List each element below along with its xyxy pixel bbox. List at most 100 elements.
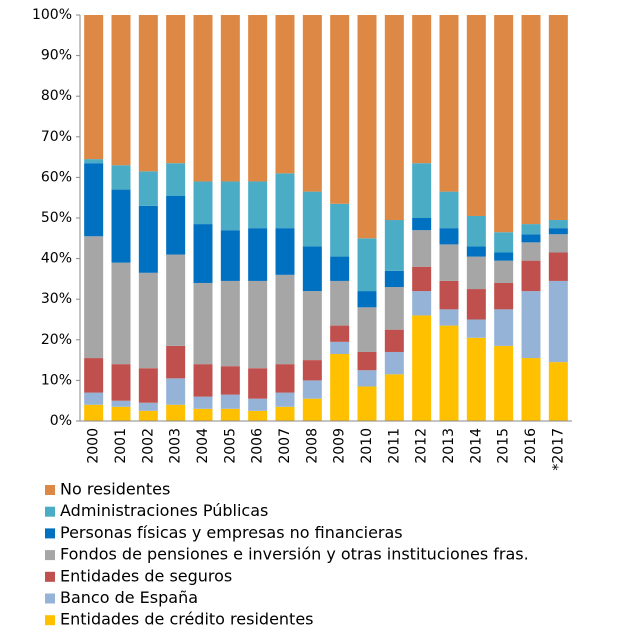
- bar-segment: [193, 282, 213, 365]
- bar-segment: [248, 228, 268, 281]
- bar-segment: [84, 159, 104, 164]
- bar-segment: [166, 254, 186, 346]
- x-tick-label: 2006: [250, 428, 266, 464]
- legend-swatch: [45, 550, 55, 561]
- bar-segment: [166, 195, 186, 255]
- bar-segment: [466, 215, 486, 247]
- bar-segment: [166, 15, 186, 164]
- x-tick-label: 2010: [359, 428, 375, 464]
- bar-segment: [357, 15, 377, 239]
- bar-segment: [302, 398, 322, 421]
- y-tick-label: 90%: [41, 48, 72, 64]
- bar-segment: [275, 392, 295, 407]
- bar-segment: [330, 203, 350, 257]
- bar-segment: [548, 280, 568, 363]
- bar-segment: [384, 220, 404, 271]
- bar-segment: [302, 15, 322, 192]
- bar-segment: [220, 366, 240, 395]
- bar-segment: [521, 242, 541, 261]
- bar-segment: [111, 364, 131, 401]
- bar-segment: [494, 282, 514, 310]
- bar-segment: [357, 351, 377, 371]
- bar-segment: [548, 362, 568, 421]
- bar-segment: [248, 280, 268, 369]
- bar-segment: [439, 191, 459, 229]
- bar-segment: [494, 232, 514, 253]
- y-tick-label: 70%: [41, 129, 72, 145]
- legend-swatch: [45, 593, 55, 604]
- x-tick-label: 2008: [304, 428, 320, 464]
- legend-label: Entidades de seguros: [60, 566, 232, 585]
- bar-segment: [521, 291, 541, 359]
- bar-segment: [275, 15, 295, 174]
- bar-segment: [275, 228, 295, 275]
- bar-segment: [521, 234, 541, 243]
- bar-segment: [84, 163, 104, 237]
- bar-segment: [302, 360, 322, 381]
- y-tick-label: 60%: [41, 169, 72, 185]
- bar-segment: [138, 402, 158, 411]
- bar-segment: [521, 15, 541, 225]
- bar-segment: [521, 224, 541, 235]
- bar-segment: [166, 378, 186, 405]
- bar-segment: [220, 181, 240, 231]
- x-tick-label: 2001: [113, 428, 129, 464]
- bar-segment: [466, 289, 486, 320]
- bar-segment: [220, 15, 240, 182]
- bar-segment: [412, 15, 432, 164]
- bar-segment: [111, 406, 131, 421]
- bar-segment: [111, 165, 131, 190]
- bar-segment: [166, 345, 186, 379]
- bar-segment: [111, 15, 131, 166]
- bar-segment: [412, 291, 432, 316]
- bar-segment: [302, 191, 322, 247]
- bar-segment: [275, 274, 295, 365]
- legend-swatch: [45, 506, 55, 517]
- y-tick-label: 50%: [41, 210, 72, 226]
- bar-segment: [384, 374, 404, 421]
- bar-segment: [357, 386, 377, 421]
- bar-segment: [466, 337, 486, 421]
- bar-segment: [330, 354, 350, 421]
- bar-segment: [84, 358, 104, 393]
- x-tick-label: 2012: [414, 428, 430, 464]
- bar-segment: [193, 224, 213, 283]
- bar-segment: [330, 280, 350, 326]
- bar-segment: [138, 15, 158, 172]
- bar-segment: [248, 181, 268, 229]
- bar-segment: [494, 252, 514, 261]
- bar-segment: [302, 246, 322, 292]
- bar-segment: [357, 370, 377, 387]
- bar-segment: [357, 307, 377, 352]
- x-tick-label: 2003: [168, 428, 184, 464]
- y-tick-label: 10%: [41, 372, 72, 388]
- bar-segment: [357, 291, 377, 308]
- bar-segment: [384, 15, 404, 221]
- legend-label: Banco de España: [60, 588, 198, 607]
- legend-swatch: [45, 615, 55, 626]
- x-tick-label: 2004: [195, 428, 211, 464]
- bar-segment: [193, 15, 213, 182]
- bar-segment: [384, 287, 404, 330]
- bar-segment: [248, 410, 268, 421]
- bar-segment: [138, 410, 158, 421]
- bar-segment: [248, 15, 268, 182]
- bar-segment: [466, 256, 486, 290]
- legend-swatch: [45, 528, 55, 539]
- bar-segment: [330, 325, 350, 342]
- bar-segment: [466, 246, 486, 257]
- x-tick-label: 2005: [222, 428, 238, 464]
- bar-segment: [330, 15, 350, 204]
- bar-segment: [138, 171, 158, 206]
- bar-segment: [84, 236, 104, 359]
- bar-segment: [166, 163, 186, 196]
- x-tick-label: 2002: [140, 428, 156, 464]
- bar-segment: [330, 341, 350, 355]
- x-tick-label: *2017: [550, 428, 566, 471]
- bar-segment: [193, 181, 213, 225]
- x-tick-label: 2016: [523, 428, 539, 464]
- y-tick-label: 80%: [41, 88, 72, 104]
- bar-segment: [275, 364, 295, 393]
- bar-segment: [439, 325, 459, 421]
